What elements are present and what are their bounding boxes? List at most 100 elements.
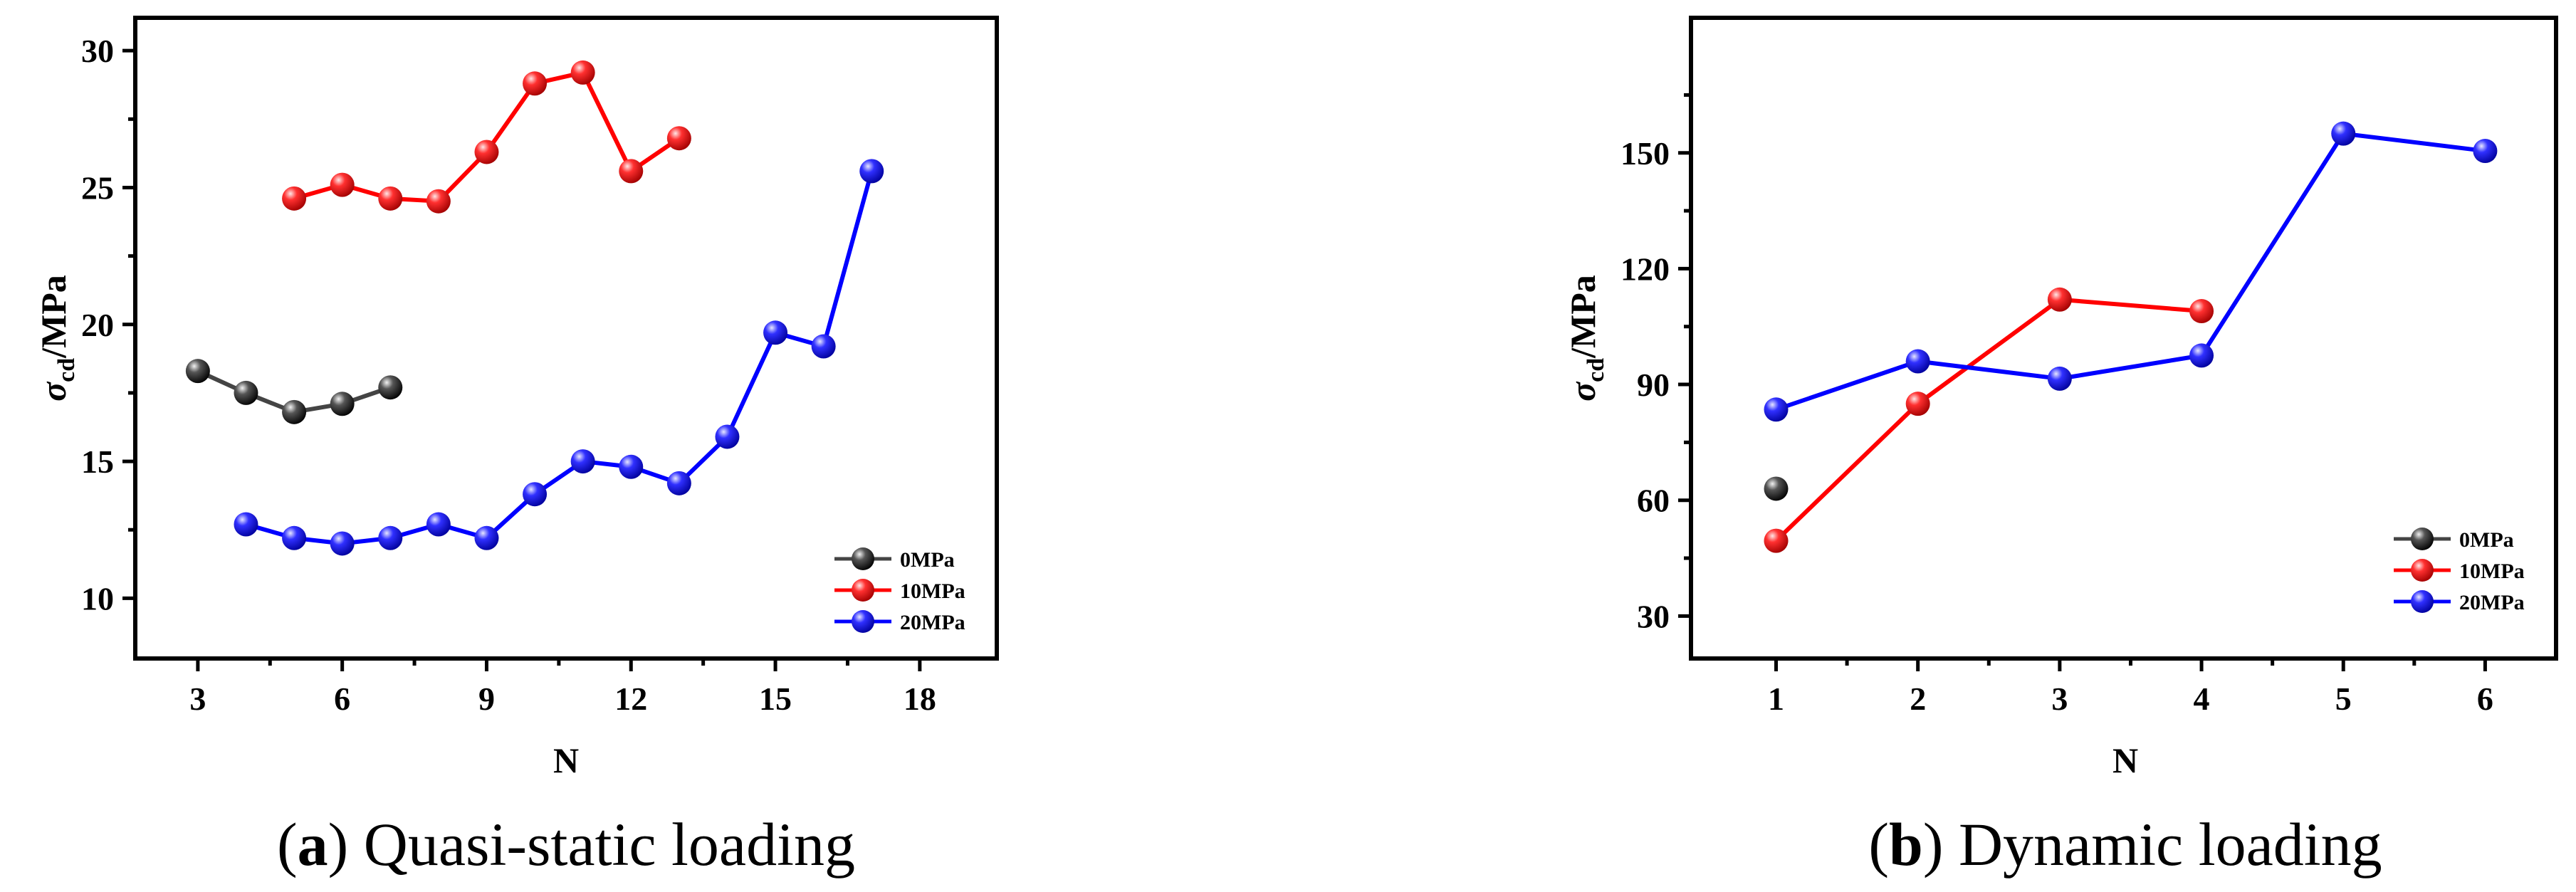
- legend-marker-20MPa: [852, 610, 874, 633]
- series-line-10MPa: [1774, 297, 2202, 542]
- data-point-20MPa: [2473, 139, 2498, 164]
- data-point-20MPa: [1905, 349, 1930, 374]
- data-point-20MPa: [234, 512, 258, 537]
- data-point-20MPa: [715, 424, 740, 449]
- legend-marker-10MPa: [2411, 559, 2434, 582]
- x-tick-label: 6: [2477, 681, 2493, 717]
- y-tick-label: 90: [1637, 367, 1670, 403]
- legend-a: 0MPa 10MPa 20MPa: [834, 547, 965, 634]
- plot-frame-b: [1689, 16, 2558, 661]
- data-point-0MPa: [282, 399, 307, 424]
- caption-b-letter: b: [1889, 810, 1923, 878]
- caption-a-letter: a: [298, 810, 328, 878]
- chart-panel-b: 1 2 3 4 5 6 30 60 90 120 150 N σcd/MPa 0MPa 10MPa 2…: [1563, 16, 2558, 878]
- series-b: [1764, 121, 2498, 553]
- x-tick-label: 6: [334, 681, 350, 717]
- y-axis-title-b: σcd/MPa: [1563, 275, 1609, 402]
- caption-b-text: Dynamic loading: [1959, 810, 2382, 878]
- data-point-20MPa: [859, 159, 884, 184]
- data-point-20MPa: [763, 320, 788, 345]
- x-tick-label: 18: [904, 681, 936, 717]
- data-point-20MPa: [378, 525, 403, 550]
- data-point-10MPa: [523, 71, 548, 96]
- y-tick-label: 60: [1637, 483, 1670, 519]
- data-point-10MPa: [1905, 392, 1930, 416]
- data-point-10MPa: [330, 172, 355, 197]
- data-point-20MPa: [426, 512, 451, 537]
- data-point-20MPa: [570, 449, 595, 474]
- data-point-20MPa: [1764, 397, 1789, 422]
- plot-frame-a: [133, 16, 999, 661]
- data-point-0MPa: [378, 375, 403, 400]
- legend-marker-0MPa: [852, 547, 874, 570]
- y-axis-title-b-unit: /MPa: [1563, 275, 1603, 359]
- data-point-20MPa: [2331, 121, 2356, 146]
- data-point-10MPa: [619, 159, 644, 184]
- x-tick-label: 3: [2051, 681, 2068, 717]
- x-axis-title-a: N: [553, 740, 579, 780]
- caption-a-text: Quasi-static loading: [364, 810, 855, 878]
- data-point-0MPa: [185, 359, 210, 384]
- x-tick-label: 1: [1768, 681, 1784, 717]
- data-point-20MPa: [619, 454, 644, 479]
- y-axis-title-a: σcd/MPa: [33, 275, 80, 402]
- y-axis-title-b-sub: cd: [1583, 358, 1609, 382]
- data-point-10MPa: [474, 140, 499, 164]
- legend-marker-20MPa: [2411, 590, 2434, 613]
- y-tick-label: 120: [1621, 251, 1670, 287]
- y-tick-label: 25: [81, 169, 114, 206]
- legend-marker-10MPa: [852, 579, 874, 602]
- x-ticks-b: 1 2 3 4 5 6: [1768, 658, 2493, 717]
- y-ticks-a: 10 15 20 25 30: [81, 33, 135, 616]
- data-point-20MPa: [811, 334, 836, 359]
- data-point-0MPa: [330, 392, 355, 416]
- series-line-20MPa: [245, 170, 874, 546]
- caption-b: (b) Dynamic loading: [1868, 810, 2382, 878]
- legend-marker-0MPa: [2411, 528, 2434, 550]
- data-point-20MPa: [666, 471, 691, 495]
- data-point-10MPa: [2189, 299, 2214, 324]
- y-ticks-b: 30 60 90 120 150: [1621, 93, 1691, 634]
- data-point-20MPa: [474, 525, 499, 550]
- x-tick-label: 2: [1910, 681, 1926, 717]
- chart-panel-a: 3 6 9 12 15 18 10 15 20 25 30 N σcd/MPa 0MPa 10MPa…: [33, 16, 999, 878]
- x-tick-label: 4: [2194, 681, 2210, 717]
- y-axis-title-a-unit: /MPa: [33, 275, 73, 359]
- legend-label: 20MPa: [2459, 591, 2525, 614]
- y-tick-label: 10: [81, 580, 114, 616]
- data-point-10MPa: [1764, 528, 1789, 553]
- series-line-20MPa: [1775, 131, 2486, 412]
- data-point-20MPa: [282, 525, 307, 550]
- x-tick-label: 12: [614, 681, 647, 717]
- data-point-20MPa: [2047, 366, 2072, 391]
- x-axis-title-b: N: [2112, 740, 2138, 780]
- y-axis-title-b-symbol: σ: [1563, 381, 1603, 402]
- data-point-10MPa: [282, 186, 307, 211]
- data-point-10MPa: [2047, 287, 2072, 312]
- data-point-10MPa: [426, 189, 451, 214]
- y-axis-title-a-symbol: σ: [33, 381, 73, 402]
- data-point-10MPa: [570, 60, 595, 85]
- x-tick-label: 15: [759, 681, 792, 717]
- legend-b: 0MPa 10MPa 20MPa: [2394, 528, 2525, 614]
- legend-label: 0MPa: [2459, 528, 2514, 552]
- data-point-10MPa: [666, 126, 691, 151]
- legend-label: 10MPa: [2459, 560, 2525, 583]
- y-axis-title-a-sub: cd: [53, 358, 80, 382]
- y-tick-label: 30: [81, 33, 114, 69]
- x-tick-label: 3: [189, 681, 206, 717]
- x-tick-label: 5: [2335, 681, 2352, 717]
- y-tick-label: 20: [81, 307, 114, 343]
- y-tick-label: 150: [1621, 135, 1670, 172]
- legend-label: 0MPa: [900, 548, 955, 572]
- y-tick-label: 30: [1637, 598, 1670, 634]
- series-a: [185, 60, 884, 556]
- data-point-0MPa: [234, 380, 258, 405]
- data-point-10MPa: [378, 186, 403, 211]
- data-point-0MPa: [1764, 476, 1789, 501]
- caption-a: (a) Quasi-static loading: [277, 810, 855, 878]
- x-ticks-a: 3 6 9 12 15 18: [189, 658, 936, 717]
- data-point-20MPa: [330, 531, 355, 556]
- x-tick-label: 9: [478, 681, 495, 717]
- data-point-20MPa: [523, 482, 548, 507]
